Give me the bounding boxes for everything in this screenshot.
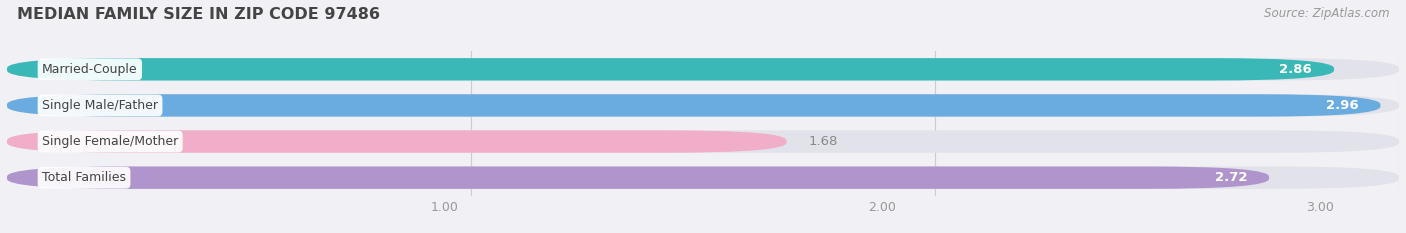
Text: Single Female/Mother: Single Female/Mother	[42, 135, 179, 148]
Text: 1.68: 1.68	[808, 135, 838, 148]
Text: 2.96: 2.96	[1326, 99, 1358, 112]
Text: Total Families: Total Families	[42, 171, 127, 184]
FancyBboxPatch shape	[7, 166, 1270, 189]
FancyBboxPatch shape	[7, 58, 1334, 81]
Text: Married-Couple: Married-Couple	[42, 63, 138, 76]
FancyBboxPatch shape	[7, 58, 1399, 81]
FancyBboxPatch shape	[7, 94, 1381, 117]
Text: Single Male/Father: Single Male/Father	[42, 99, 157, 112]
FancyBboxPatch shape	[7, 166, 1399, 189]
FancyBboxPatch shape	[7, 130, 1399, 153]
Text: 2.86: 2.86	[1279, 63, 1312, 76]
FancyBboxPatch shape	[7, 94, 1399, 117]
Text: 2.72: 2.72	[1215, 171, 1247, 184]
FancyBboxPatch shape	[7, 130, 786, 153]
Text: MEDIAN FAMILY SIZE IN ZIP CODE 97486: MEDIAN FAMILY SIZE IN ZIP CODE 97486	[17, 7, 380, 22]
Text: Source: ZipAtlas.com: Source: ZipAtlas.com	[1264, 7, 1389, 20]
